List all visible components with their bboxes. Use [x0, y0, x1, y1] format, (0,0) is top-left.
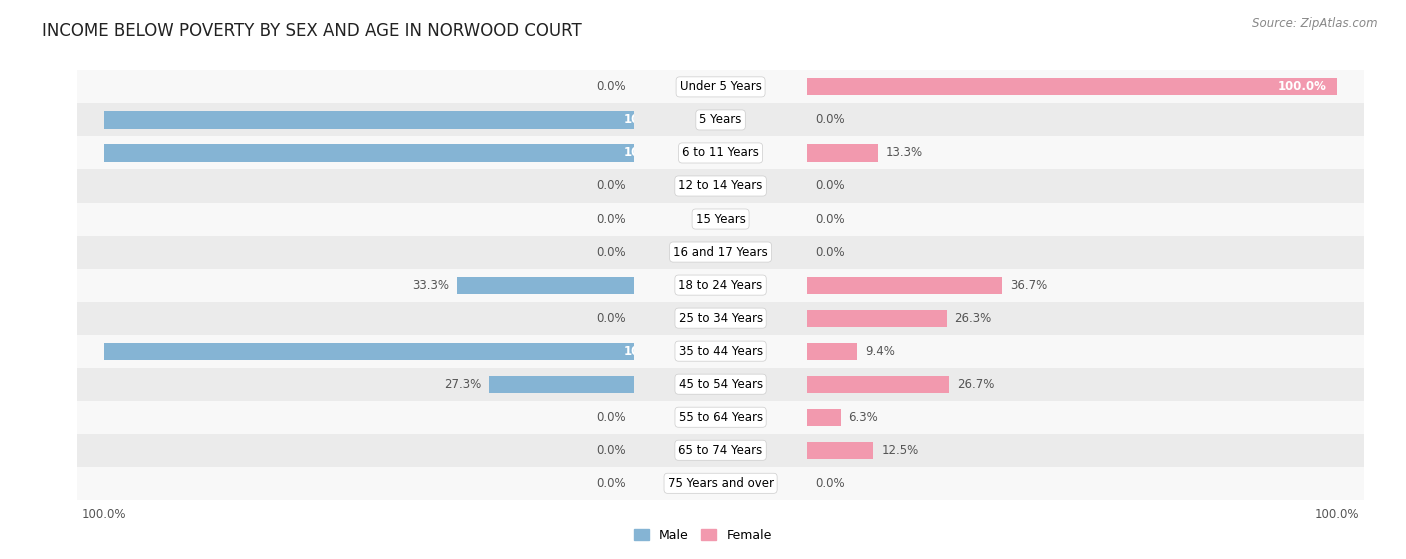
- Bar: [0, 235, 1406, 268]
- Text: 12.5%: 12.5%: [882, 444, 918, 457]
- Bar: [0, 103, 1406, 136]
- Bar: [807, 144, 877, 162]
- Text: 26.3%: 26.3%: [955, 311, 991, 325]
- Bar: [104, 144, 634, 162]
- Bar: [0, 268, 1406, 302]
- Bar: [0, 70, 1406, 103]
- Text: 100.0%: 100.0%: [623, 345, 672, 358]
- Bar: [0, 434, 1406, 467]
- Text: 0.0%: 0.0%: [596, 411, 626, 424]
- Text: 100.0%: 100.0%: [1278, 80, 1327, 93]
- Bar: [0, 70, 1406, 103]
- Text: 100.0%: 100.0%: [623, 146, 672, 159]
- Text: 18 to 24 Years: 18 to 24 Years: [679, 278, 762, 292]
- Bar: [0, 368, 1406, 401]
- Text: 0.0%: 0.0%: [815, 245, 845, 259]
- Text: Source: ZipAtlas.com: Source: ZipAtlas.com: [1253, 17, 1378, 30]
- Bar: [489, 376, 634, 393]
- Bar: [0, 302, 1406, 335]
- Text: 26.7%: 26.7%: [956, 378, 994, 391]
- Text: 0.0%: 0.0%: [815, 113, 845, 126]
- Text: 33.3%: 33.3%: [412, 278, 450, 292]
- Bar: [0, 268, 1406, 302]
- Text: 75 Years and over: 75 Years and over: [668, 477, 773, 490]
- Bar: [0, 136, 1406, 169]
- Bar: [0, 302, 1406, 335]
- Text: 0.0%: 0.0%: [596, 444, 626, 457]
- Bar: [0, 235, 1406, 268]
- Bar: [0, 335, 1406, 368]
- Text: 0.0%: 0.0%: [815, 477, 845, 490]
- Bar: [0, 70, 1406, 103]
- Text: 55 to 64 Years: 55 to 64 Years: [679, 411, 762, 424]
- Bar: [0, 103, 1406, 136]
- Text: 12 to 14 Years: 12 to 14 Years: [678, 179, 763, 192]
- Text: 45 to 54 Years: 45 to 54 Years: [679, 378, 762, 391]
- Text: 0.0%: 0.0%: [596, 311, 626, 325]
- Bar: [807, 442, 873, 459]
- Bar: [0, 169, 1406, 202]
- Text: 0.0%: 0.0%: [596, 245, 626, 259]
- Bar: [0, 467, 1406, 500]
- Bar: [0, 401, 1406, 434]
- Text: 0.0%: 0.0%: [596, 80, 626, 93]
- Text: 65 to 74 Years: 65 to 74 Years: [679, 444, 762, 457]
- Bar: [0, 103, 1406, 136]
- Text: Under 5 Years: Under 5 Years: [679, 80, 762, 93]
- Text: 0.0%: 0.0%: [596, 477, 626, 490]
- Text: 9.4%: 9.4%: [865, 345, 894, 358]
- Text: 0.0%: 0.0%: [596, 179, 626, 192]
- Bar: [807, 409, 841, 426]
- Bar: [807, 310, 946, 326]
- Bar: [0, 467, 1406, 500]
- Bar: [0, 335, 1406, 368]
- Bar: [0, 235, 1406, 268]
- Bar: [0, 169, 1406, 202]
- Bar: [0, 202, 1406, 235]
- Text: 5 Years: 5 Years: [699, 113, 742, 126]
- Bar: [0, 302, 1406, 335]
- Bar: [104, 343, 634, 360]
- Bar: [0, 434, 1406, 467]
- Bar: [0, 368, 1406, 401]
- Bar: [0, 268, 1406, 302]
- Bar: [0, 434, 1406, 467]
- Bar: [0, 467, 1406, 500]
- Bar: [807, 277, 1001, 293]
- Text: 35 to 44 Years: 35 to 44 Years: [679, 345, 762, 358]
- Bar: [0, 169, 1406, 202]
- Text: 0.0%: 0.0%: [815, 212, 845, 225]
- Text: 36.7%: 36.7%: [1010, 278, 1047, 292]
- Legend: Male, Female: Male, Female: [630, 524, 776, 547]
- Text: 25 to 34 Years: 25 to 34 Years: [679, 311, 762, 325]
- Text: 6.3%: 6.3%: [848, 411, 879, 424]
- Bar: [457, 277, 634, 293]
- Bar: [0, 401, 1406, 434]
- Bar: [0, 401, 1406, 434]
- Bar: [104, 111, 634, 129]
- Text: 16 and 17 Years: 16 and 17 Years: [673, 245, 768, 259]
- Text: 0.0%: 0.0%: [815, 179, 845, 192]
- Bar: [0, 202, 1406, 235]
- Text: 100.0%: 100.0%: [623, 113, 672, 126]
- Bar: [807, 78, 1337, 96]
- Text: 6 to 11 Years: 6 to 11 Years: [682, 146, 759, 159]
- Bar: [807, 376, 949, 393]
- Text: 13.3%: 13.3%: [886, 146, 922, 159]
- Bar: [0, 368, 1406, 401]
- Bar: [0, 335, 1406, 368]
- Bar: [807, 343, 858, 360]
- Text: INCOME BELOW POVERTY BY SEX AND AGE IN NORWOOD COURT: INCOME BELOW POVERTY BY SEX AND AGE IN N…: [42, 22, 582, 40]
- Text: 0.0%: 0.0%: [596, 212, 626, 225]
- Bar: [0, 136, 1406, 169]
- Text: 27.3%: 27.3%: [444, 378, 481, 391]
- Text: 15 Years: 15 Years: [696, 212, 745, 225]
- Bar: [0, 136, 1406, 169]
- Bar: [0, 202, 1406, 235]
